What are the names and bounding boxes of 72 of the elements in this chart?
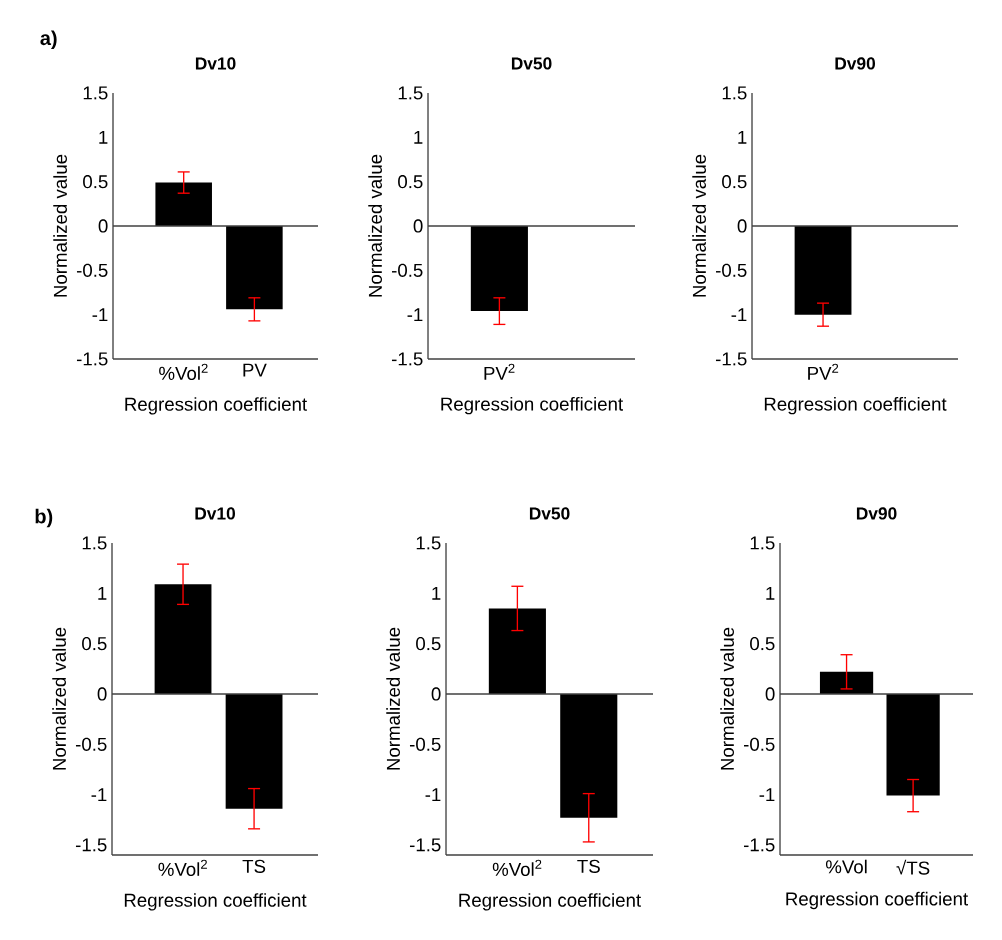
x-tick-label: PV	[243, 363, 267, 377]
y-tick-label: 0.5	[750, 637, 775, 651]
y-tick-label: -1	[731, 308, 747, 322]
y-tick-label: -0.5	[715, 263, 747, 277]
y-tick-label: -1.5	[409, 838, 441, 852]
chart-title: Dv10	[195, 507, 235, 520]
y-axis-title: Normalized value	[368, 154, 382, 297]
y-tick-label: 0	[98, 219, 108, 233]
y-tick-label: -1.5	[715, 352, 747, 366]
y-tick-label: -1.5	[76, 352, 108, 366]
y-tick-label: 0.5	[82, 637, 107, 651]
x-axis-title: Regression coefficient	[441, 396, 624, 415]
y-tick-label: 0	[765, 687, 775, 701]
y-tick-label: -1.5	[391, 352, 423, 366]
y-axis-title: Normalized value	[386, 627, 400, 770]
x-tick-label: %Vol$^{2}$	[158, 859, 207, 876]
chart-title: Dv50	[529, 507, 570, 520]
y-tick-label: 0	[97, 687, 107, 701]
y-tick-label: 0.5	[722, 175, 747, 189]
x-axis-title: Regression coefficient	[459, 893, 642, 911]
y-axis-title: Normalized value	[692, 154, 706, 297]
x-tick-label: PV$^{2}$	[484, 363, 515, 380]
x-axis-title: Regression coefficient	[786, 891, 969, 910]
chart-title: Dv90	[835, 57, 876, 70]
y-tick-label: -0.5	[391, 263, 423, 277]
y-tick-label: -1	[91, 788, 107, 802]
y-axis-title: Normalized value	[52, 627, 66, 770]
y-tick-label: 1.5	[398, 86, 423, 100]
y-tick-label: -1.5	[75, 838, 107, 852]
y-tick-label: -1	[425, 788, 441, 802]
text: b)	[35, 508, 53, 528]
text: a)	[40, 30, 57, 50]
y-tick-label: 1	[99, 130, 108, 144]
x-tick-label: PV$^{2}$	[808, 363, 839, 380]
x-tick-label: TS	[242, 859, 266, 873]
y-tick-label: 1.5	[750, 536, 775, 550]
y-axis-title: Normalized value	[53, 154, 67, 297]
chart-title: Dv90	[856, 507, 897, 520]
y-tick-label: 1.5	[83, 86, 108, 100]
x-tick-label: √TS	[896, 859, 930, 875]
y-tick-label: 0.5	[398, 175, 423, 189]
x-tick-label: %Vol$^{2}$	[492, 859, 542, 876]
y-tick-label: 1	[98, 586, 107, 600]
y-tick-label: -0.5	[75, 737, 107, 751]
y-tick-label: -1	[92, 308, 108, 322]
y-tick-label: -1	[407, 308, 423, 322]
y-tick-label: 1	[414, 130, 423, 144]
y-tick-label: 1.5	[416, 536, 441, 550]
y-tick-label: -1.5	[743, 838, 775, 852]
y-tick-label: 1	[766, 586, 775, 600]
y-tick-label: -0.5	[76, 263, 108, 277]
y-tick-label: -1	[759, 788, 775, 802]
y-tick-label: 0	[737, 219, 747, 233]
x-axis-title: Regression coefficient	[124, 893, 307, 911]
y-tick-label: 1	[432, 586, 441, 600]
x-tick-label: %Vol	[825, 859, 867, 874]
y-tick-label: 1.5	[722, 86, 747, 100]
y-tick-label: 0	[413, 219, 423, 233]
y-axis-title: Normalized value	[720, 627, 734, 770]
chart-title: Dv10	[195, 57, 236, 70]
x-axis-title: Regression coefficient	[764, 396, 947, 415]
x-axis-title: Regression coefficient	[125, 397, 308, 415]
y-tick-label: 0.5	[416, 637, 441, 651]
y-tick-label: -0.5	[743, 737, 775, 751]
y-tick-label: 1.5	[82, 536, 107, 550]
y-tick-label: 0	[431, 687, 441, 701]
y-tick-label: -0.5	[409, 737, 441, 751]
chart-title: Dv50	[511, 57, 552, 70]
y-tick-label: 1	[738, 130, 747, 144]
x-tick-label: TS	[577, 859, 600, 873]
x-tick-label: %Vol$^{2}$	[159, 363, 208, 380]
y-tick-label: 0.5	[83, 175, 108, 189]
